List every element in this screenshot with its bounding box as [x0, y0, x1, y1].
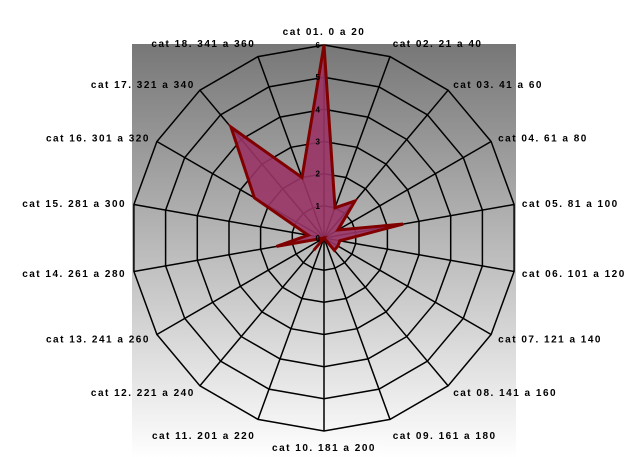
- category-label: cat 11. 201 a 220: [152, 431, 255, 442]
- category-label: cat 14. 261 a 280: [22, 269, 126, 280]
- data-point: [301, 177, 303, 178]
- radial-tick-label: 3: [316, 138, 321, 147]
- grid-spoke: [323, 237, 449, 387]
- radial-tick-label: 5: [316, 73, 321, 82]
- radial-tick-label: 6: [316, 41, 321, 50]
- category-label: cat 04. 61 a 80: [498, 134, 588, 145]
- grid-spoke: [323, 140, 492, 239]
- grid-spoke: [323, 237, 492, 336]
- grid-spoke: [133, 203, 325, 239]
- category-label: cat 08. 141 a 160: [453, 388, 557, 399]
- category-label: cat 15. 281 a 300: [22, 199, 126, 210]
- grid-spoke: [156, 237, 325, 336]
- category-label: cat 01. 0 a 20: [283, 27, 366, 38]
- data-point: [334, 207, 336, 209]
- data-point: [313, 249, 315, 251]
- data-point: [333, 249, 335, 251]
- grid-spoke: [323, 237, 515, 273]
- category-label: cat 12. 221 a 240: [91, 388, 195, 399]
- category-label: cat 13. 241 a 260: [46, 335, 150, 346]
- data-point: [253, 197, 255, 199]
- data-point: [276, 245, 277, 247]
- category-label: cat 05. 81 a 100: [522, 199, 619, 210]
- category-label: cat 16. 301 a 320: [46, 134, 150, 145]
- data-point: [402, 223, 404, 225]
- radial-tick-label: 2: [316, 170, 321, 179]
- category-label: cat 18. 341 a 360: [151, 39, 255, 50]
- grid-spoke: [257, 237, 325, 420]
- data-point: [337, 245, 339, 247]
- category-label: cat 02. 21 a 40: [393, 39, 483, 50]
- category-label: cat 06. 101 a 120: [522, 269, 626, 280]
- data-point: [307, 234, 309, 236]
- radial-tick-label: 0: [316, 234, 321, 243]
- category-label: cat 09. 161 a 180: [393, 431, 497, 442]
- data-point: [337, 229, 339, 231]
- category-label: cat 10. 181 a 200: [272, 443, 376, 454]
- data-point: [354, 200, 356, 202]
- data-point: [323, 237, 325, 239]
- grid-spoke: [199, 237, 325, 387]
- category-label: cat 07. 121 a 140: [498, 335, 602, 346]
- radial-tick-label: 1: [316, 202, 321, 211]
- data-point: [230, 126, 232, 128]
- radial-tick-label: 4: [316, 105, 321, 114]
- data-point: [323, 44, 325, 46]
- grid-spoke: [323, 237, 391, 420]
- data-point: [339, 240, 341, 242]
- category-label: cat 03. 41 a 60: [453, 80, 543, 91]
- category-label: cat 17. 321 a 340: [91, 80, 195, 91]
